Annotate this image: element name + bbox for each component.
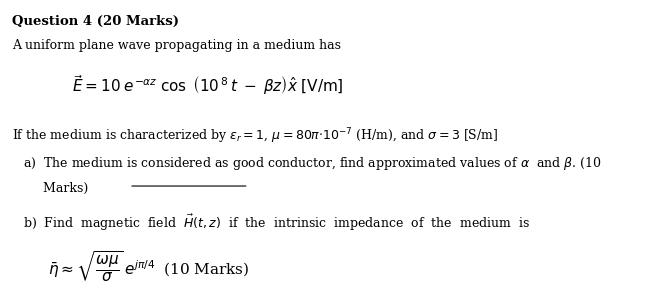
Text: If the medium is characterized by $\varepsilon_r = 1$, $\mu= 80\pi{\cdot}10^{-7}: If the medium is characterized by $\vare… bbox=[12, 126, 499, 145]
Text: Question 4 (20 Marks): Question 4 (20 Marks) bbox=[12, 15, 179, 28]
Text: Marks): Marks) bbox=[23, 181, 88, 195]
Text: a)  The medium is considered as good conductor, find approximated values of $\al: a) The medium is considered as good cond… bbox=[23, 155, 602, 171]
Text: b)  Find  magnetic  field  $\vec{H}(t,z)$  if  the  intrinsic  impedance  of  th: b) Find magnetic field $\vec{H}(t,z)$ if… bbox=[23, 213, 530, 233]
Text: A uniform plane wave propagating in a medium has: A uniform plane wave propagating in a me… bbox=[12, 39, 341, 52]
Text: $\vec{E}  =  10\; e^{-\alpha z}\; \cos\;  \left(10^{\,8}\, t\; -\; \beta z \righ: $\vec{E} = 10\; e^{-\alpha z}\; \cos\; \… bbox=[72, 73, 344, 97]
Text: $\bar{\eta} \approx \sqrt{\dfrac{\omega\mu}{\sigma}}\,e^{j\pi/4}\;$ (10 Marks): $\bar{\eta} \approx \sqrt{\dfrac{\omega\… bbox=[48, 249, 249, 284]
